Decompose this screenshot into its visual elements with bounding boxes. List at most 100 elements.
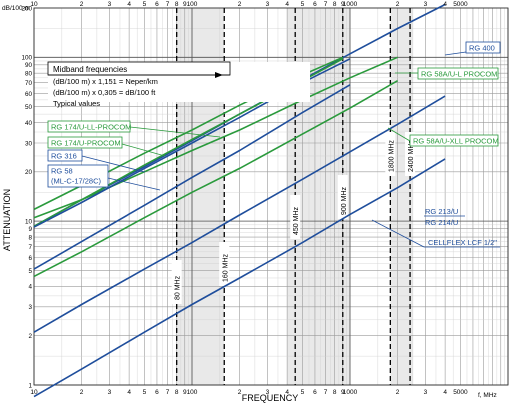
leader-cellflex [371, 219, 425, 248]
marker-label-1800: 1800 MHz [388, 140, 395, 172]
x-tick-top-400: 4 [285, 1, 289, 8]
y-tick-30: 30 [25, 140, 33, 147]
x-tick-top-700: 7 [324, 1, 328, 8]
label-rg174-ll: RG 174/U-LL-PROCOM [51, 123, 131, 132]
x-tick-bottom-80: 8 [175, 389, 179, 396]
x-tick-bottom-20: 2 [80, 389, 84, 396]
y-tick-10: 10 [25, 218, 33, 225]
y-tick-2: 2 [28, 333, 32, 340]
y-tick-1: 1 [28, 382, 32, 389]
x-tick-bottom-700: 7 [324, 389, 328, 396]
midband-arrow [48, 72, 230, 78]
x-tick-top-200: 2 [238, 1, 242, 8]
marker-label-80: 80 MHz [175, 275, 182, 300]
x-tick-top-70: 7 [166, 1, 170, 8]
x-tick-bottom-50: 5 [143, 389, 147, 396]
x-tick-top-500: 5 [301, 1, 305, 8]
x-tick-bottom-800: 8 [333, 389, 337, 396]
x-tick-top-90: 9 [183, 1, 187, 8]
x-tick-top-2000: 2 [396, 1, 400, 8]
x-tick-bottom-4000: 4 [443, 389, 447, 396]
leader-rg58a-xll [387, 127, 411, 142]
midband-legend: Midband frequencies (dB/100 m) x 1,151 =… [47, 61, 310, 108]
x-tick-bottom-900: 9 [341, 389, 345, 396]
label-rg174: RG 174/U-PROCOM [51, 139, 121, 148]
x-tick-top-10: 10 [30, 1, 38, 8]
x-tick-top-30: 3 [108, 1, 112, 8]
x-tick-top-300: 3 [266, 1, 270, 8]
x-tick-top-50: 5 [143, 1, 147, 8]
label-rg214: RG 214/U [425, 218, 458, 227]
series-line-1 [33, 56, 398, 219]
legend-line-neper: (dB/100 m) x 1,151 = Neper/km [53, 77, 158, 86]
x-tick-top-80: 8 [175, 1, 179, 8]
y-tick-40: 40 [25, 120, 33, 127]
leader-rg174 [121, 143, 166, 157]
y-tick-50: 50 [25, 104, 33, 111]
y-tick-5: 5 [28, 268, 32, 275]
x-tick-bottom-10: 10 [30, 389, 38, 396]
label-rg400: RG 400 [469, 44, 495, 53]
series-line-6 [33, 80, 398, 278]
x-tick-bottom-40: 4 [127, 389, 131, 396]
label-rg316: RG 316 [51, 152, 77, 161]
leader-rg58 [107, 177, 161, 191]
series-labels: RG 400 RG 58A/U-L PROCOM RG 174/U-LL-PRO… [47, 41, 501, 248]
label-rg58: RG 58 [51, 167, 73, 176]
legend-line-typical: Typical values [53, 99, 100, 108]
leader-rg174-ll [129, 126, 221, 138]
y-axis-title: ATTENUATION [2, 189, 12, 251]
x-tick-bottom-3000: 3 [424, 389, 428, 396]
y-tick-70: 70 [25, 80, 33, 87]
x-axis-title: FREQUENCY [242, 393, 299, 403]
x-tick-bottom-70: 7 [166, 389, 170, 396]
series-line-8 [33, 158, 446, 398]
label-rg58a-xll: RG 58A/U-XLL PROCOM [413, 137, 499, 146]
x-tick-bottom-5000: 5000 [453, 389, 468, 396]
y-unit-label: dB/100 m [2, 5, 30, 12]
x-unit-label: f, MHz [478, 392, 497, 399]
y-tick-4: 4 [28, 284, 32, 291]
legend-title: Midband frequencies [53, 65, 127, 74]
label-rg213: RG 213/U [425, 207, 458, 216]
band-2 [390, 8, 413, 385]
x-tick-top-600: 6 [313, 1, 317, 8]
x-tick-top-800: 8 [333, 1, 337, 8]
marker-label-160: 160 MHz [222, 253, 229, 282]
x-tick-bottom-30: 3 [108, 389, 112, 396]
y-tick-100: 100 [21, 55, 32, 62]
x-tick-top-3000: 3 [424, 1, 428, 8]
x-tick-bottom-200: 2 [238, 389, 242, 396]
marker-label-450: 450 MHz [293, 206, 300, 235]
y-tick-9: 9 [28, 226, 32, 233]
label-rg58a-l: RG 58A/U-L PROCOM [421, 70, 497, 79]
x-tick-top-100: 100 [187, 1, 198, 8]
y-tick-7: 7 [28, 244, 32, 251]
x-tick-top-900: 9 [341, 1, 345, 8]
y-tick-20: 20 [25, 169, 33, 176]
leader-rg316 [81, 155, 146, 173]
x-tick-top-5000: 5000 [453, 1, 468, 8]
x-tick-top-1000: 1000 [343, 1, 358, 8]
x-tick-bottom-1000: 1000 [343, 389, 358, 396]
label-cellflex: CELLFLEX LCF 1/2" [428, 238, 497, 247]
leader-rg400 [444, 51, 467, 56]
tick-labels: 1010223344556677889910010022334455667788… [21, 1, 468, 396]
y-tick-6: 6 [28, 255, 32, 262]
x-tick-bottom-100: 100 [187, 389, 198, 396]
y-tick-80: 80 [25, 70, 33, 77]
x-tick-bottom-2000: 2 [396, 389, 400, 396]
x-tick-top-20: 2 [80, 1, 84, 8]
midband-markers: 80 MHz 160 MHz 450 MHz 900 MHz 1800 MHz 2400 … [171, 8, 416, 385]
legend-line-ft: (dB/100 m) x 0,305 = dB/100 ft [53, 88, 156, 97]
x-tick-bottom-300: 3 [266, 389, 270, 396]
x-tick-bottom-400: 4 [285, 389, 289, 396]
x-tick-bottom-90: 9 [183, 389, 187, 396]
series-line-5 [33, 84, 351, 270]
y-tick-8: 8 [28, 234, 32, 241]
y-tick-90: 90 [25, 62, 33, 69]
y-tick-60: 60 [25, 91, 33, 98]
y-tick-200: 200 [21, 5, 32, 12]
series-line-7 [33, 95, 446, 333]
